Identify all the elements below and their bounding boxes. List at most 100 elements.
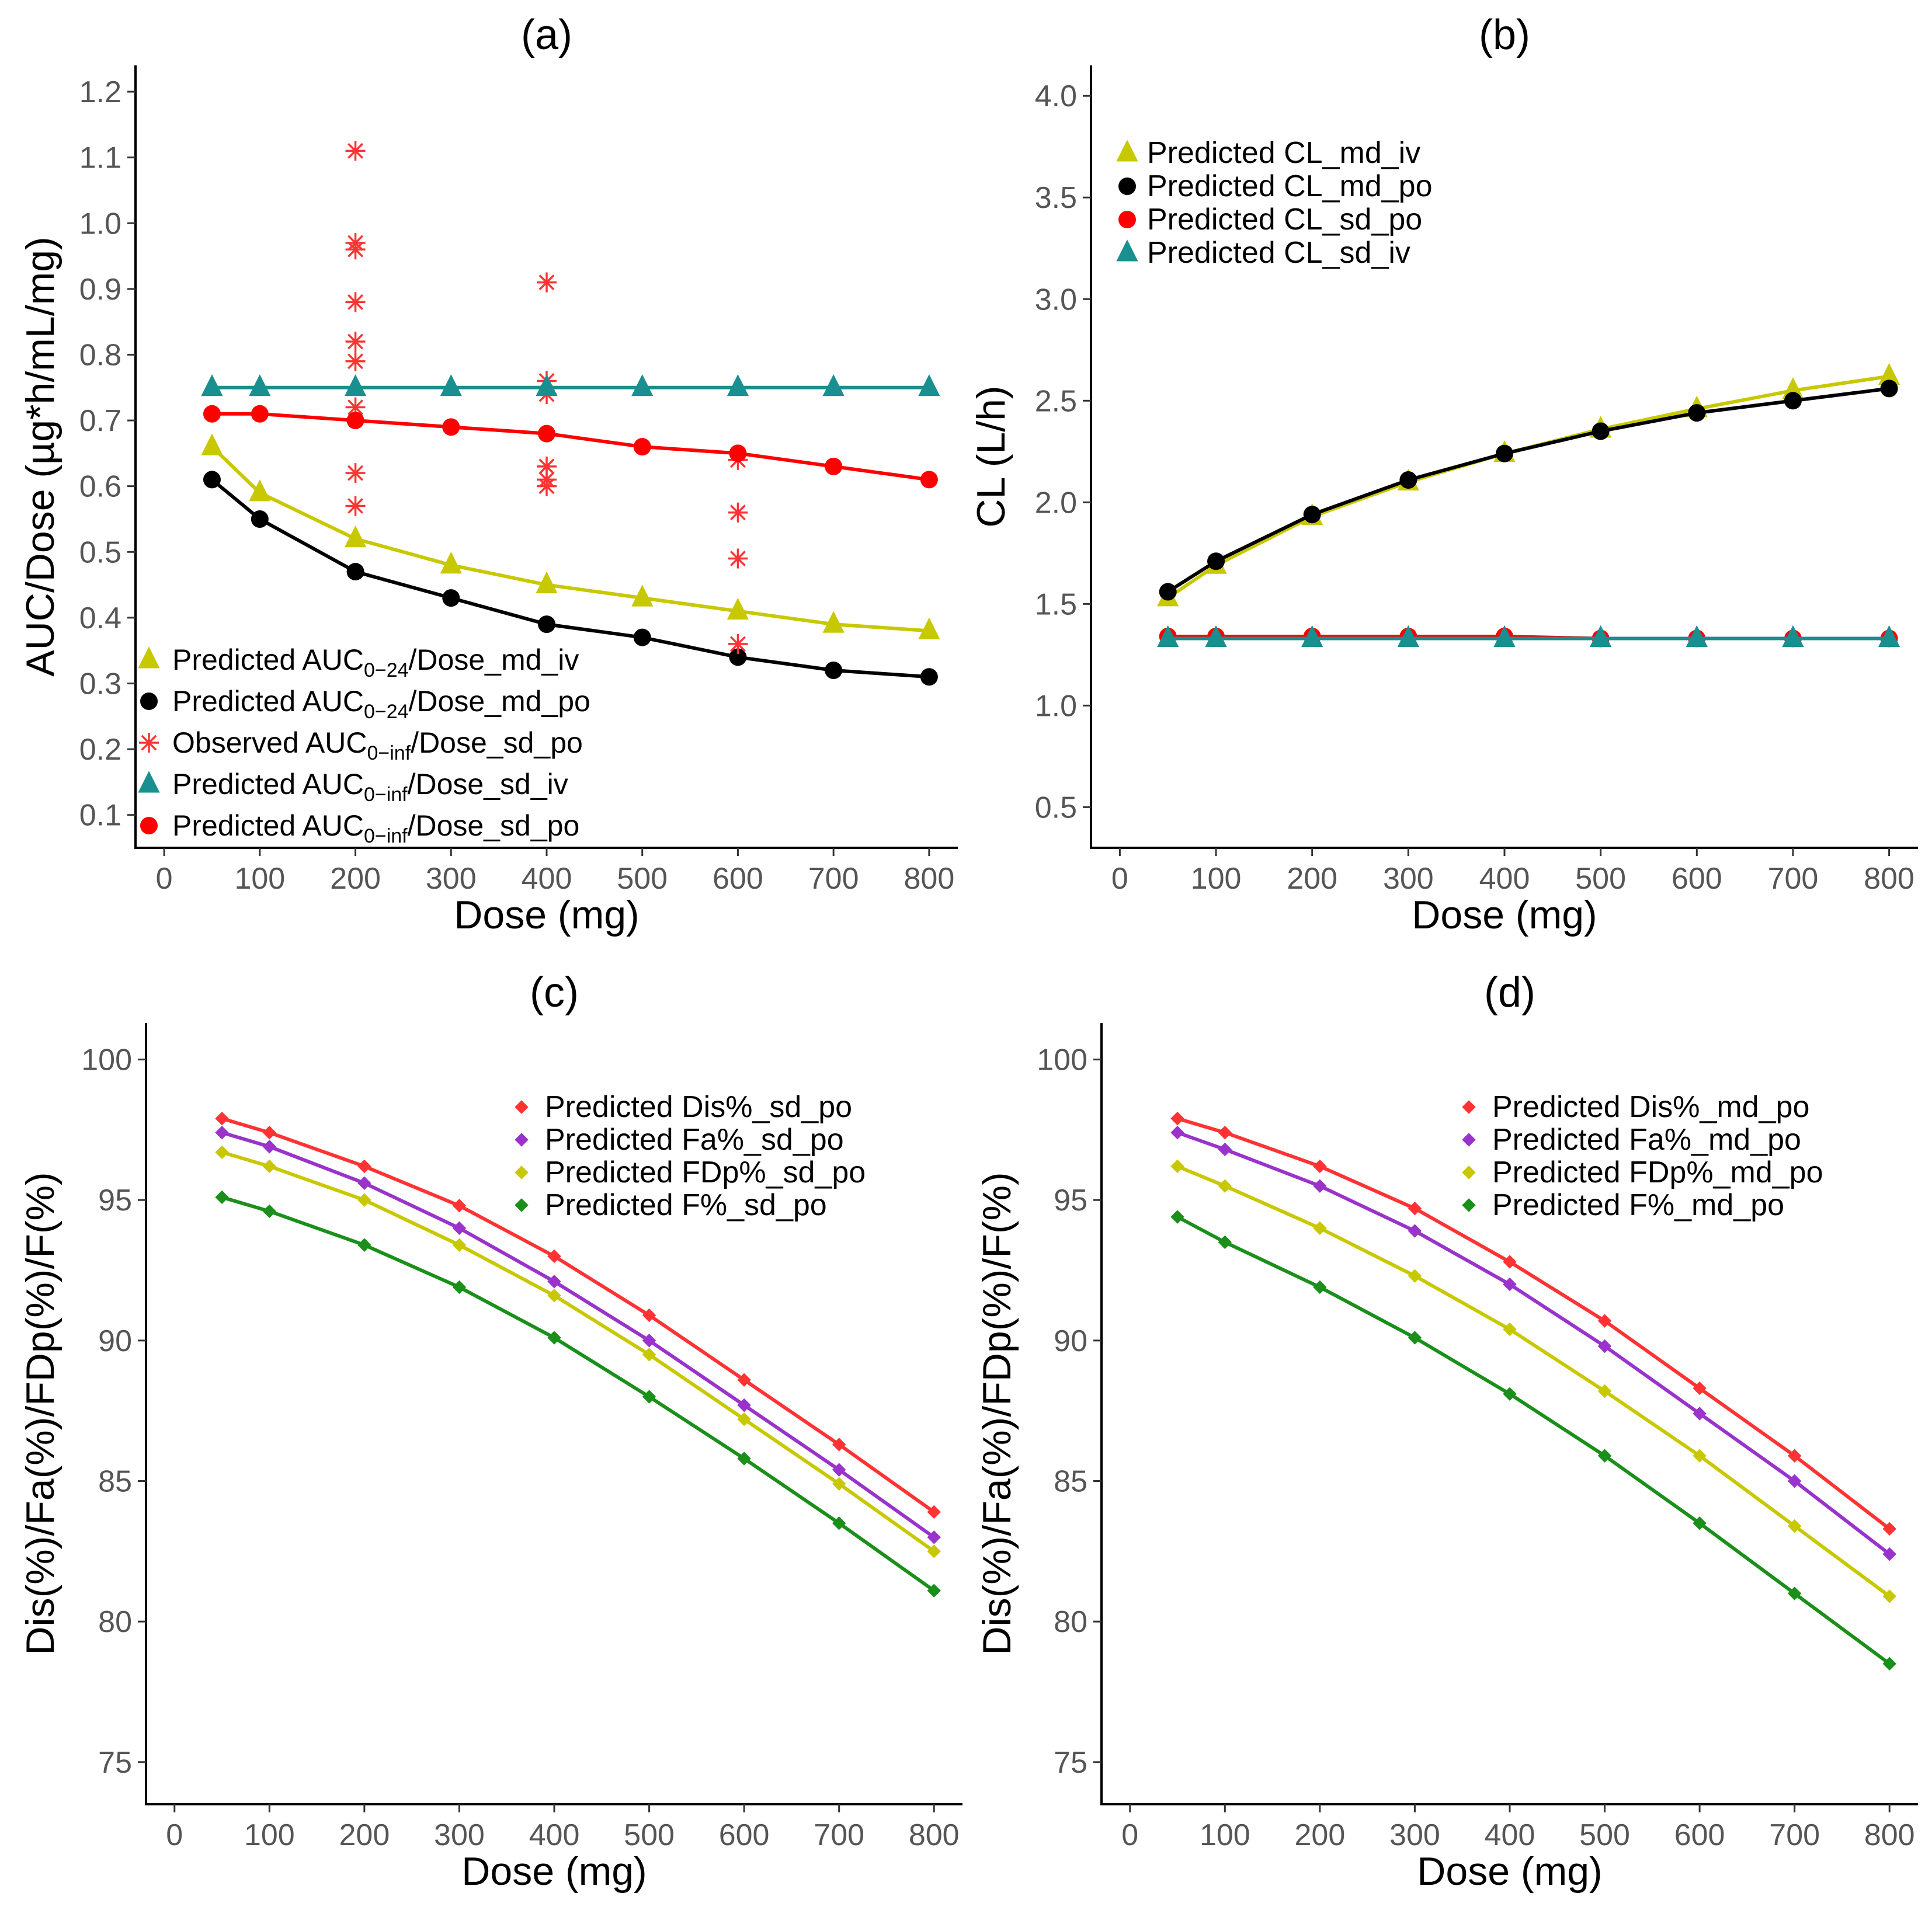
data-point [737,1452,751,1466]
legend-key [1462,1100,1476,1114]
data-point [642,1348,656,1362]
legend-label: Predicted Dis%_sd_po [545,1090,852,1124]
legend-label: Predicted Fa%_sd_po [545,1123,844,1157]
data-point [1693,1516,1707,1530]
data-point [1170,1111,1184,1126]
asterisk-stroke [348,241,364,257]
legend-key [140,817,158,834]
data-point [1313,1179,1327,1193]
panel-title: (a) [521,12,572,58]
x-tick-label: 400 [1479,862,1530,896]
series-0 [215,1111,941,1519]
legend-label-subscript: 0−inf [364,825,408,847]
data-point [1882,1522,1896,1536]
y-tick-label: 3.0 [1035,283,1077,316]
data-point [249,479,271,502]
data-point [345,351,366,371]
data-point [346,563,364,581]
legend-key [1118,178,1136,195]
panel-d: (d) 0 100 200 300 400 500 600 700 800 75 80 85 90 95 10… [975,969,1918,1894]
data-point [547,1275,561,1289]
series-2 [1170,1159,1896,1603]
legend-item: Predicted Fa%_md_po [1462,1123,1801,1157]
data-point [1592,422,1610,440]
data-point [920,471,938,489]
legend-label: Predicted AUC0−inf/Dose_sd_iv [172,768,568,806]
legend-item: Predicted AUC0−24/Dose_md_iv [138,643,579,681]
data-point [547,1249,561,1264]
data-point [727,374,749,396]
data-point [536,374,558,396]
y-tick-label: 95 [1054,1184,1087,1217]
asterisk-stroke [348,294,364,310]
series-1 [1170,1126,1896,1561]
x-tick-label: 800 [1864,862,1914,896]
asterisk-stroke [538,478,555,495]
data-point [1408,1269,1422,1283]
legend-label-main: Predicted AUC [172,643,364,676]
data-point [1159,583,1177,601]
data-point [1597,1339,1612,1353]
legend-label-main: Predicted FDp%_sd_po [545,1156,866,1189]
data-point [1693,1407,1707,1421]
legend-label-main: Predicted AUC [172,685,364,718]
data-point [1218,1126,1232,1140]
y-tick-label: 0.6 [79,470,121,504]
data-point [1503,1322,1517,1337]
legend-key [1118,211,1136,228]
data-point [537,272,557,293]
series-3 [1157,625,1900,647]
asterisk-stroke [538,274,555,291]
data-point [1787,1474,1802,1488]
data-point [832,1463,846,1477]
data-point [1503,1255,1517,1269]
data-point [547,1331,561,1345]
legend-item: Observed AUC0−inf/Dose_sd_po [139,726,583,764]
x-tick-label: 200 [339,1818,390,1852]
legend-label: Predicted AUC0−24/Dose_md_po [172,685,590,723]
data-point [832,1438,846,1452]
legend-item: Predicted FDp%_sd_po [515,1156,866,1189]
data-point [357,1193,371,1207]
data-point [920,668,938,686]
y-tick-label: 90 [98,1324,132,1358]
data-point [345,292,366,312]
series-line [1176,1164,1891,1598]
data-point [631,374,654,396]
legend-label: Predicted CL_sd_po [1147,203,1422,236]
data-point [203,405,221,423]
data-point [249,374,271,396]
y-tick-label: 3.5 [1035,181,1077,215]
data-point [538,424,555,443]
data-point [440,374,462,396]
y-tick-label: 90 [1054,1324,1087,1358]
data-point [344,374,367,396]
series-line [221,1195,935,1592]
series-line [1176,1215,1891,1665]
legend-item: Predicted AUC0−inf/Dose_sd_iv [138,768,568,806]
data-point [927,1544,941,1558]
data-point [918,617,940,639]
x-tick-label: 400 [522,862,572,896]
x-tick-label: 0 [1121,1818,1138,1852]
series-1 [215,1126,941,1544]
data-point [1207,552,1225,570]
legend-label-tail: /Dose_md_po [409,685,590,718]
data-point [452,1221,467,1236]
legend-item: Predicted F%_sd_po [515,1188,827,1222]
panel-title: (c) [530,969,579,1016]
panel-title: (b) [1479,12,1530,58]
data-point [1693,1449,1707,1463]
legend-label-main: Predicted Dis%_sd_po [545,1090,852,1124]
x-tick-label: 200 [1287,862,1337,896]
data-point [1878,625,1900,647]
legend-label: Predicted F%_md_po [1492,1188,1784,1222]
x-tick-label: 400 [529,1818,580,1852]
legend-item: Predicted CL_md_po [1118,169,1433,203]
data-point [262,1159,277,1174]
y-tick-label: 80 [98,1605,132,1639]
data-point [642,1334,656,1348]
y-tick-label: 80 [1054,1605,1087,1639]
data-point [1218,1179,1232,1193]
